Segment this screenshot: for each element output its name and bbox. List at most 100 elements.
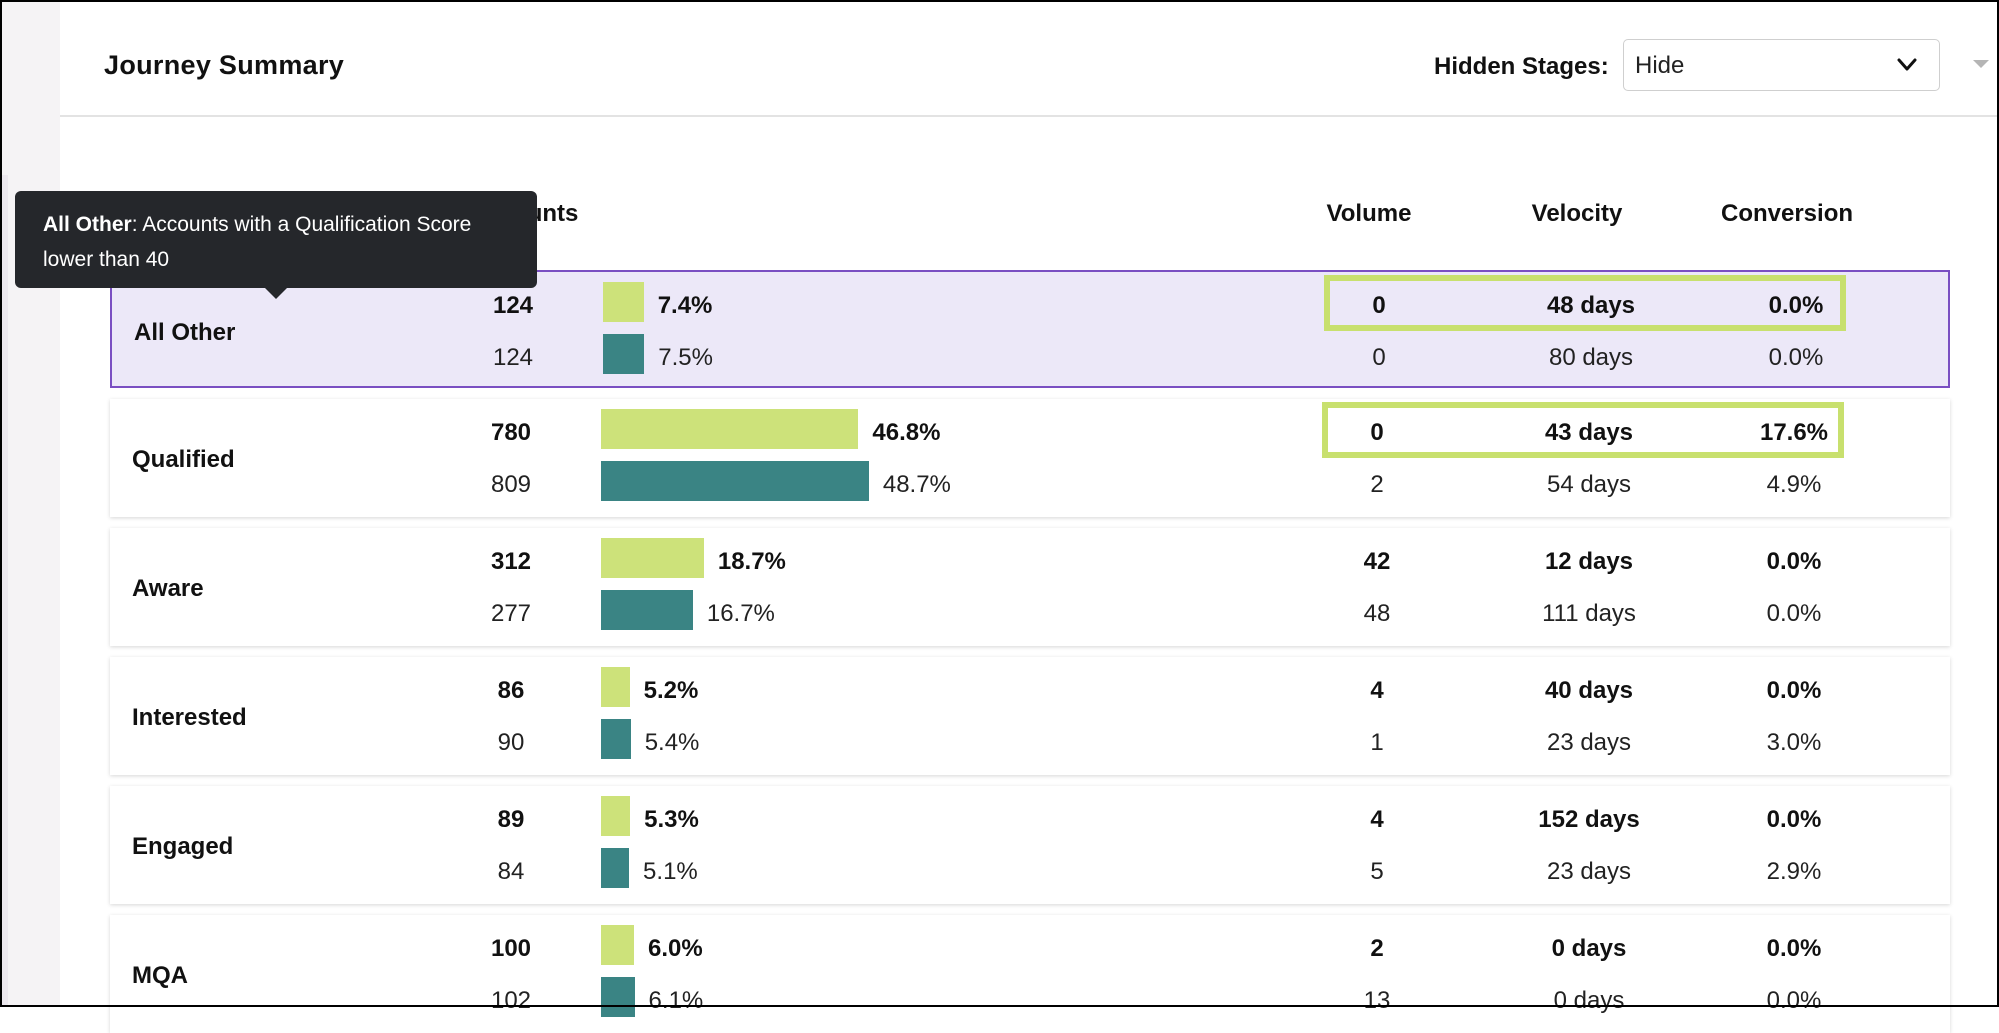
velocity-value: 80 days (1548, 344, 1634, 371)
velocity-value: 43 days (1544, 419, 1634, 446)
account-count: 86 (497, 677, 525, 704)
share-percent: 46.8% (872, 419, 941, 446)
stage-name: Aware (132, 575, 204, 602)
hidden-stages-select[interactable]: Hide (1623, 39, 1940, 91)
volume-value: 42 (1363, 548, 1391, 575)
current-share-bar (601, 667, 630, 707)
caret-down-icon[interactable] (1973, 60, 1989, 68)
share-percent: 6.1% (648, 987, 704, 1014)
previous-share-bar (601, 719, 631, 759)
account-count: 124 (492, 344, 534, 371)
volume-value: 2 (1370, 935, 1384, 962)
stage-name: Interested (132, 704, 247, 731)
conversion-value: 0.0% (1768, 344, 1824, 371)
previous-share-bar (601, 977, 635, 1017)
account-count: 84 (497, 858, 525, 885)
conversion-value: 0.0% (1766, 806, 1822, 833)
stage-name: All Other (134, 319, 236, 346)
conversion-value: 3.0% (1766, 729, 1822, 756)
current-share-bar (601, 925, 634, 965)
previous-share-bar (601, 848, 630, 888)
left-sidebar-edge (2, 175, 8, 1005)
current-share-bar (601, 409, 859, 449)
conversion-value: 0.0% (1768, 292, 1824, 319)
share-percent: 7.4% (657, 292, 713, 319)
panel-header: Journey Summary Hidden Stages: Hide (60, 18, 1999, 117)
conversion-value: 17.6% (1759, 419, 1829, 446)
velocity-value: 40 days (1544, 677, 1634, 704)
conversion-value: 0.0% (1766, 600, 1822, 627)
stage-tooltip: All Other: Accounts with a Qualification… (15, 191, 537, 288)
left-sidebar-strip (2, 2, 60, 1005)
table-row[interactable]: MQA 100 6.0% 2 0 days 0.0% 102 6.1% 13 0 days 0.0% (110, 915, 1950, 1033)
conversion-value: 0.0% (1766, 987, 1822, 1014)
share-percent: 5.2% (643, 677, 699, 704)
share-percent: 16.7% (706, 600, 775, 627)
volume-value: 48 (1363, 600, 1391, 627)
velocity-value: 23 days (1546, 858, 1632, 885)
table-row[interactable]: Interested 86 5.2% 4 40 days 0.0% 90 5.4% 1 23 da… (110, 657, 1950, 775)
account-count: 124 (492, 292, 534, 319)
velocity-value: 12 days (1544, 548, 1634, 575)
volume-value: 0 (1372, 344, 1386, 371)
conversion-value: 4.9% (1766, 471, 1822, 498)
tooltip-arrow (265, 288, 287, 299)
previous-share-bar (601, 590, 693, 630)
velocity-value: 54 days (1546, 471, 1632, 498)
share-percent: 6.0% (648, 935, 703, 962)
velocity-value: 111 days (1542, 600, 1636, 627)
hidden-stages-value: Hide (1635, 52, 1685, 79)
share-percent: 5.3% (644, 806, 699, 833)
volume-value: 2 (1370, 471, 1384, 498)
share-percent: 48.7% (882, 471, 951, 498)
share-percent: 18.7% (717, 548, 786, 575)
volume-value: 13 (1363, 987, 1391, 1014)
hidden-stages-label: Hidden Stages: (1434, 53, 1609, 80)
share-percent: 5.4% (644, 729, 700, 756)
previous-share-bar (603, 334, 645, 374)
velocity-value: 0 days (1553, 987, 1625, 1014)
table-row[interactable]: Engaged 89 5.3% 4 152 days 0.0% 84 5.1% 5 23 days… (110, 786, 1950, 904)
conversion-value: 0.0% (1766, 677, 1822, 704)
column-header-velocity[interactable]: Velocity (1531, 200, 1623, 227)
current-share-bar (601, 796, 631, 836)
conversion-value: 2.9% (1766, 858, 1822, 885)
page-title: Journey Summary (104, 50, 345, 80)
account-count: 89 (497, 806, 525, 833)
stage-name: Engaged (132, 833, 234, 860)
volume-value: 0 (1370, 419, 1384, 446)
account-count: 90 (497, 729, 525, 756)
table-row[interactable]: Qualified 780 46.8% 0 43 days 17.6% 809 48.7% 2 5… (110, 399, 1950, 517)
stage-name: MQA (132, 962, 188, 989)
account-count: 102 (490, 987, 532, 1014)
velocity-value: 152 days (1538, 806, 1640, 833)
column-header-conversion[interactable]: Conversion (1720, 200, 1854, 227)
previous-share-bar (601, 461, 869, 501)
account-count: 100 (490, 935, 532, 962)
tooltip-text: : Accounts with a Qualification Score lo… (43, 213, 472, 271)
share-percent: 5.1% (643, 858, 698, 885)
velocity-value: 48 days (1546, 292, 1636, 319)
current-share-bar (601, 538, 704, 578)
volume-value: 4 (1370, 806, 1384, 833)
account-count: 312 (490, 548, 532, 575)
account-count: 780 (490, 419, 532, 446)
stage-name: Qualified (132, 446, 235, 473)
table-row[interactable]: All Other 124 7.4% 0 48 days 0.0% 124 7.5% 0 80 d… (110, 270, 1950, 388)
velocity-value: 23 days (1546, 729, 1632, 756)
volume-value: 5 (1370, 858, 1384, 885)
current-share-bar (603, 282, 644, 322)
conversion-value: 0.0% (1766, 935, 1822, 962)
account-count: 277 (490, 600, 532, 627)
tooltip-term: All Other (43, 213, 132, 236)
column-header-volume[interactable]: Volume (1326, 200, 1412, 227)
conversion-value: 0.0% (1766, 548, 1822, 575)
account-count: 809 (490, 471, 532, 498)
volume-value: 0 (1372, 292, 1386, 319)
share-percent: 7.5% (658, 344, 713, 371)
chevron-down-icon (1897, 58, 1917, 71)
velocity-value: 0 days (1551, 935, 1627, 962)
volume-value: 4 (1370, 677, 1384, 704)
volume-value: 1 (1370, 729, 1384, 756)
table-row[interactable]: Aware 312 18.7% 42 12 days 0.0% 277 16.7% 48 111 … (110, 528, 1950, 646)
